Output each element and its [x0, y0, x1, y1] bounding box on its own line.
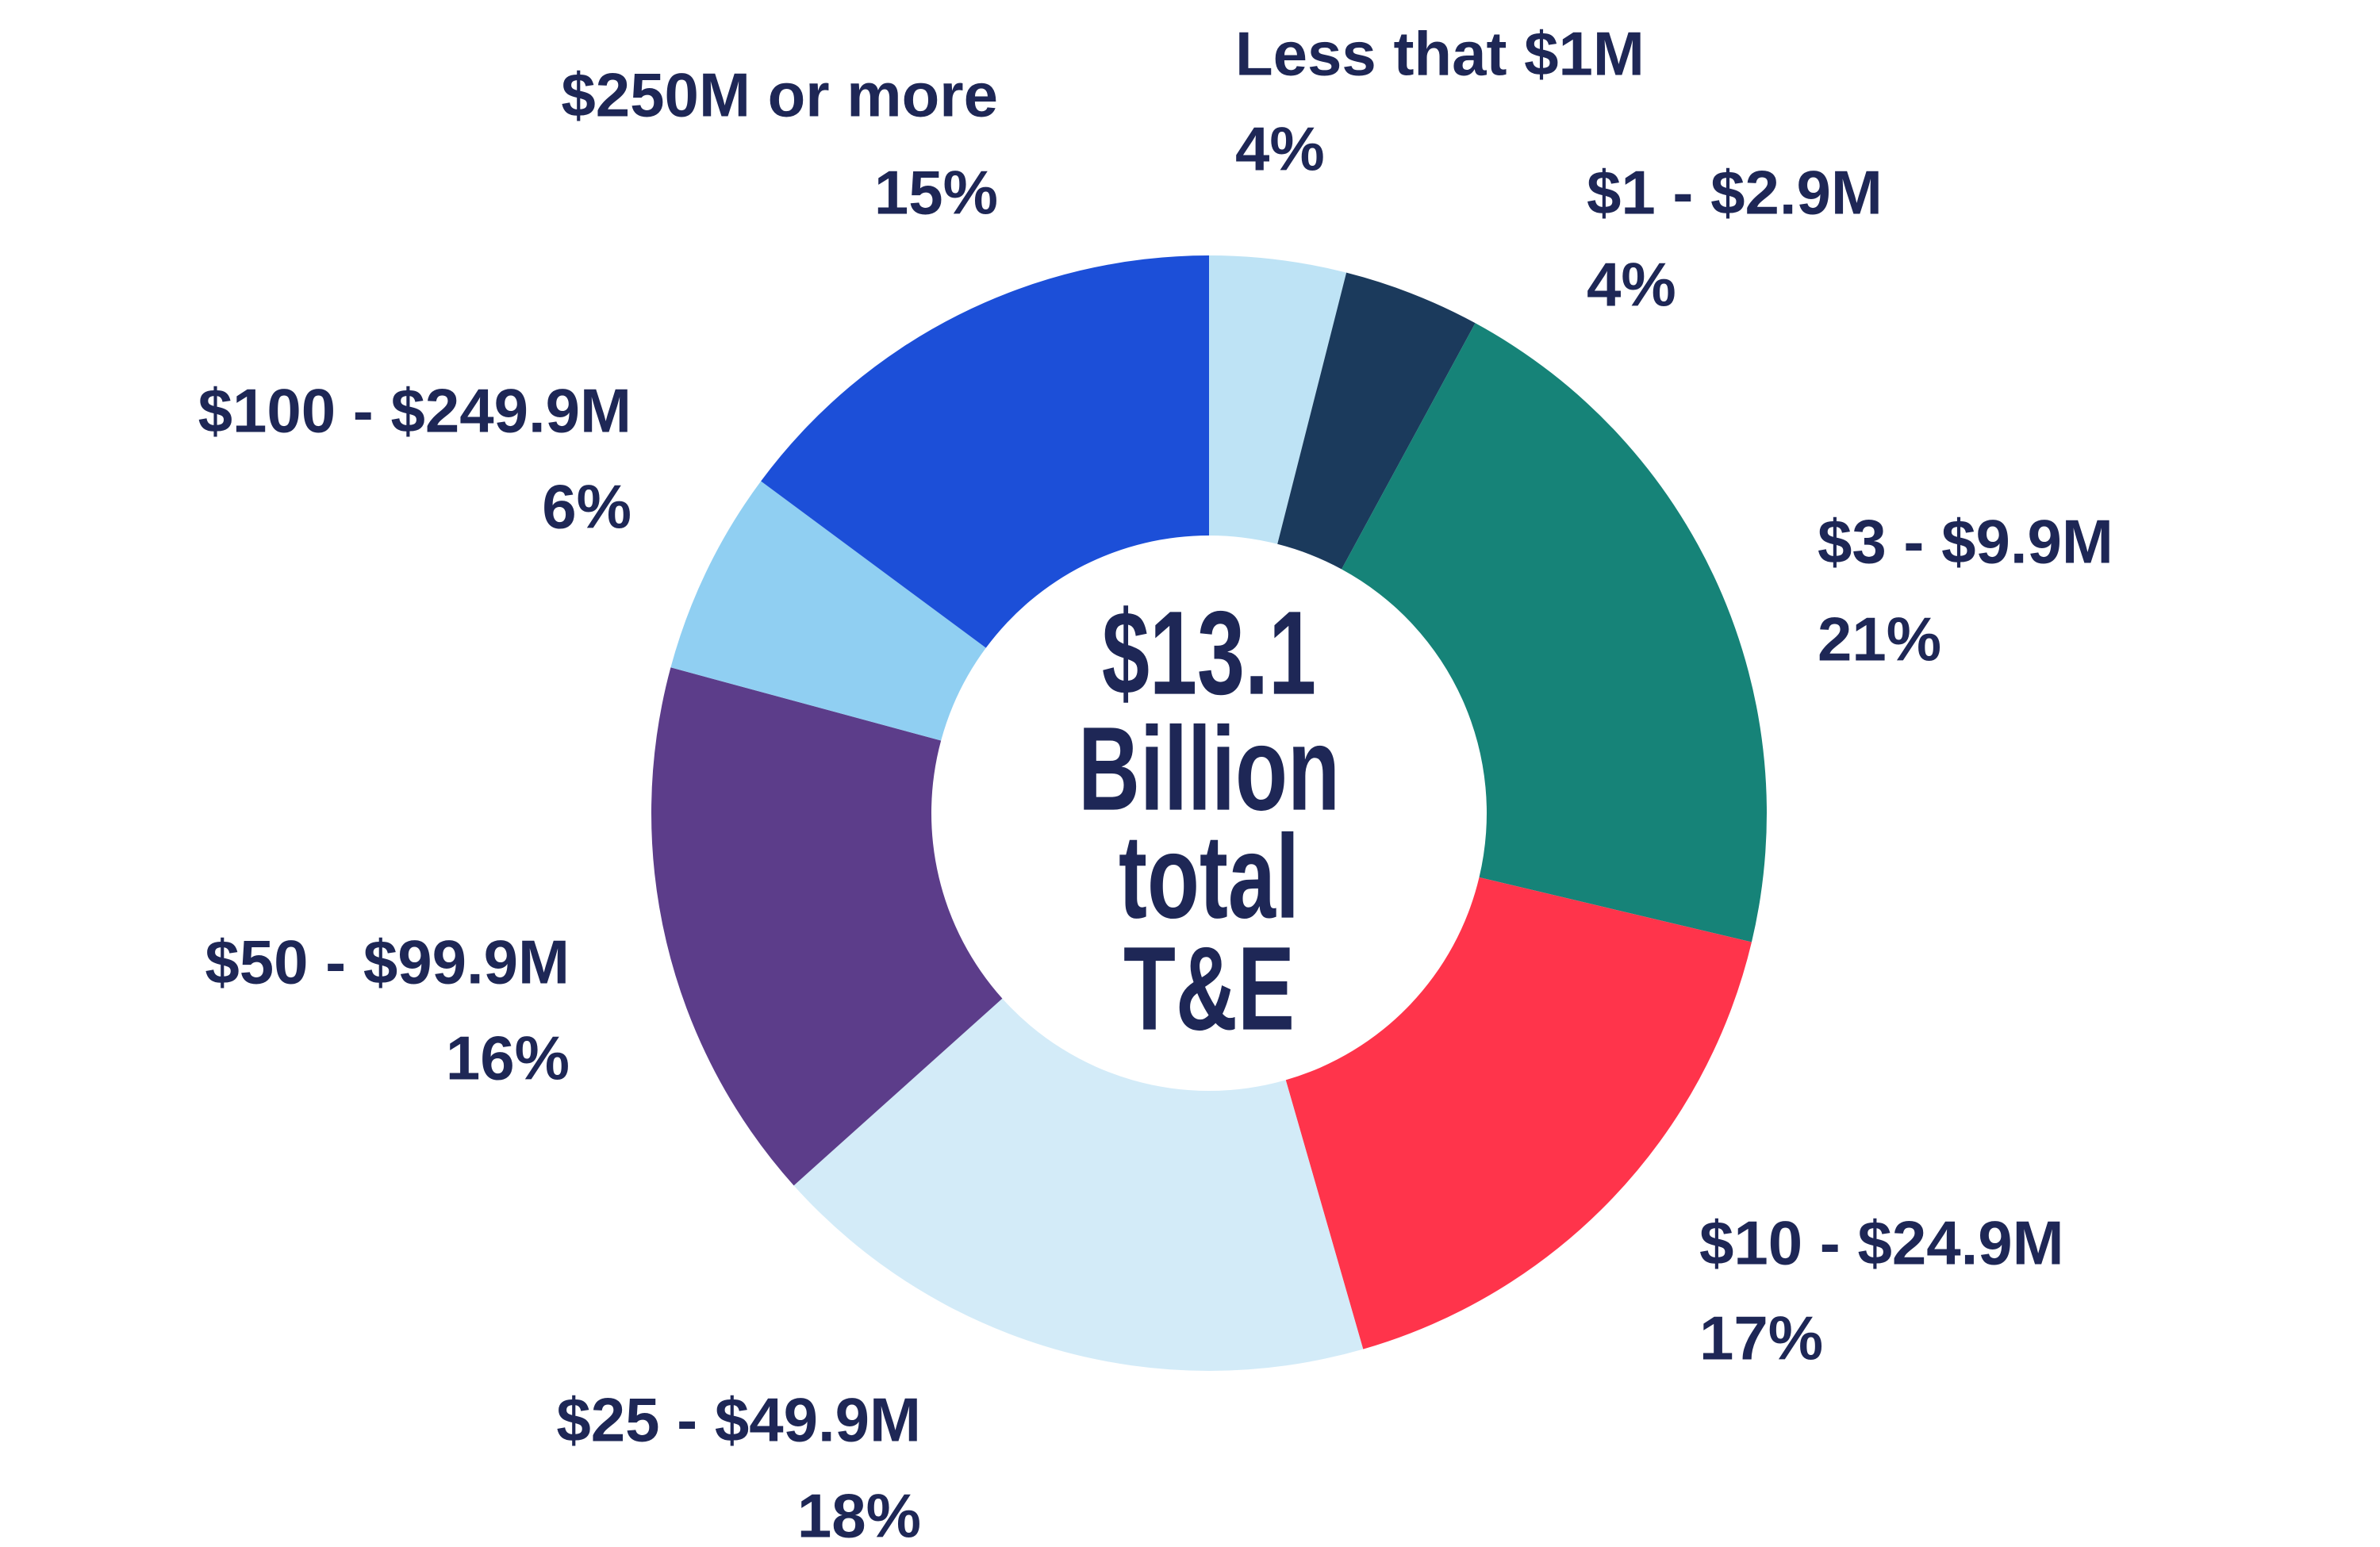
donut-slice [1277, 272, 1476, 570]
donut-slice [1342, 323, 1767, 942]
slice-label: $25 - $49.9M [556, 1385, 921, 1455]
value-label: 6% [542, 472, 631, 542]
slice-label: $1 - $2.9M [1587, 158, 1883, 228]
value-label: 4% [1587, 250, 1676, 320]
donut-slice [761, 255, 1209, 648]
center-text: $13.1 [1102, 586, 1316, 720]
center-text: total [1119, 810, 1299, 943]
value-label: 17% [1699, 1303, 1823, 1373]
slice-label: $50 - $99.9M [205, 927, 570, 997]
slice-label: Less that $1M [1235, 19, 1645, 89]
donut-slice [651, 667, 1003, 1186]
value-label: 21% [1818, 605, 1941, 674]
center-text: T&E [1123, 922, 1295, 1055]
slice-label: $100 - $249.9M [198, 376, 631, 446]
donut-slice [1285, 877, 1752, 1349]
value-label: 4% [1235, 114, 1325, 184]
donut-slice [1209, 255, 1347, 544]
value-label: 15% [874, 158, 998, 228]
center-text: Billion [1078, 702, 1340, 835]
value-label: 16% [446, 1023, 570, 1093]
slice-label: $3 - $9.9M [1818, 507, 2113, 577]
donut-slice [670, 481, 986, 741]
donut-slice [793, 998, 1364, 1371]
value-label: 18% [797, 1481, 921, 1547]
slice-label: $250M or more [561, 60, 998, 130]
slice-label: $10 - $24.9M [1699, 1208, 2064, 1278]
